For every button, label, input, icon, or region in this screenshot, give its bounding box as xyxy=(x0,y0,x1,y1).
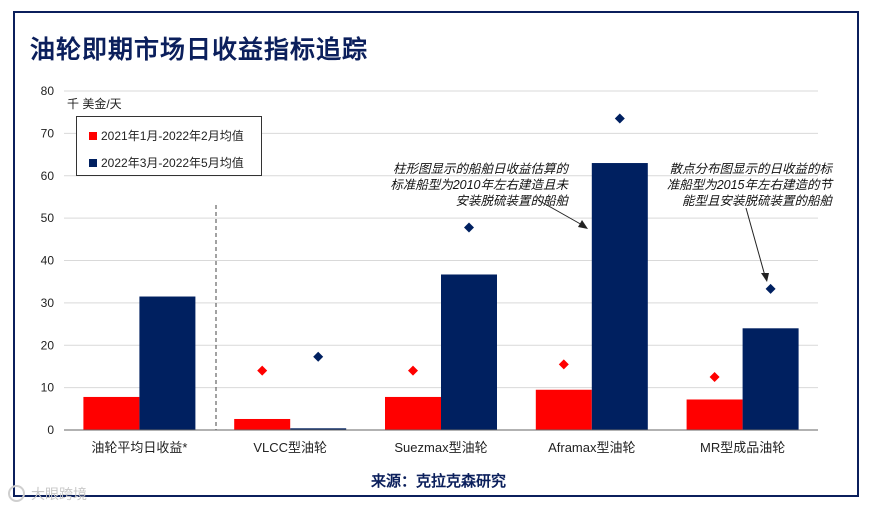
bar-2022-mar-may xyxy=(742,328,799,430)
annotation-arrowhead-2 xyxy=(761,273,769,282)
y-tick-label: 0 xyxy=(47,423,54,437)
scatter-point-navy xyxy=(614,113,625,124)
y-tick-label: 40 xyxy=(41,254,55,268)
annotation-line: 能型且安装脱硫装置的船舶 xyxy=(681,194,832,208)
bar-2022-mar-may xyxy=(591,163,648,430)
bar-2021-2022-feb xyxy=(535,389,592,430)
y-axis-label: 千 美金/天 xyxy=(67,97,122,111)
annotation-line: 安装脱硫装置的船舶 xyxy=(455,194,568,208)
legend-swatch-red xyxy=(89,132,97,140)
annotation-bar-note: 柱形图显示的船舶日收益估算的 标准船型为2010年左右建造且未 安装脱硫装置的船… xyxy=(378,161,568,209)
legend-item-series-1: 2021年1月-2022年2月均值 xyxy=(89,127,244,144)
bar-2021-2022-feb xyxy=(385,396,441,430)
scatter-point-red xyxy=(408,365,418,376)
page-title: 油轮即期市场日收益指标追踪 xyxy=(30,36,369,64)
scatter-point-navy xyxy=(765,283,776,294)
y-tick-label: 50 xyxy=(41,211,55,225)
y-tick-label: 30 xyxy=(41,296,55,310)
bar-2022-mar-may xyxy=(290,428,347,430)
y-tick-label: 60 xyxy=(41,169,55,183)
y-tick-label: 10 xyxy=(41,381,55,395)
annotation-line: 准船型为2015年左右建造的节 xyxy=(666,178,832,192)
legend-label: 2021年1月-2022年2月均值 xyxy=(101,129,244,143)
x-tick-label: VLCC型油轮 xyxy=(253,440,327,455)
bar-2021-2022-feb xyxy=(83,396,140,430)
scatter-point-navy xyxy=(464,222,474,233)
bar-2021-2022-feb xyxy=(234,418,291,430)
scatter-point-red xyxy=(709,372,720,383)
scatter-points xyxy=(257,113,776,383)
watermark: 大眼跨境 xyxy=(8,484,87,504)
y-tick-label: 70 xyxy=(41,126,55,140)
watermark-logo-icon xyxy=(8,485,25,502)
y-tick-labels: 0 10 20 30 40 50 60 70 80 xyxy=(41,84,55,437)
legend-item-series-2: 2022年3月-2022年5月均值 xyxy=(89,154,244,171)
x-tick-labels: 油轮平均日收益* VLCC型油轮 Suezmax型油轮 Aframax型油轮 MR型成品… xyxy=(91,440,785,455)
legend-swatch-navy xyxy=(89,159,97,167)
scatter-point-navy xyxy=(313,351,324,362)
annotation-line: 标准船型为2010年左右建造且未 xyxy=(390,178,568,192)
bar-2022-mar-may xyxy=(139,296,196,430)
bars xyxy=(83,163,799,430)
y-tick-label: 80 xyxy=(41,84,55,98)
legend-label: 2022年3月-2022年5月均值 xyxy=(101,156,244,170)
bar-2021-2022-feb xyxy=(686,399,743,430)
annotation-line: 柱形图显示的船舶日收益估算的 xyxy=(392,162,568,176)
x-tick-label: Suezmax型油轮 xyxy=(394,440,487,455)
annotation-arrow-2 xyxy=(745,207,766,277)
annotation-arrows xyxy=(537,199,769,282)
scatter-point-red xyxy=(257,365,268,376)
source-note: 来源：克拉克森研究 xyxy=(370,473,506,490)
annotation-arrowhead-1 xyxy=(578,220,588,229)
y-tick-label: 20 xyxy=(41,338,55,352)
annotation-scatter-note: 散点分布图显示的日收益的标 准船型为2015年左右建造的节 能型且安装脱硫装置的… xyxy=(652,161,832,209)
bar-2022-mar-may xyxy=(441,274,497,430)
legend: 2021年1月-2022年2月均值 2022年3月-2022年5月均值 xyxy=(76,116,262,176)
annotation-line: 散点分布图显示的日收益的标 xyxy=(669,162,832,176)
x-tick-label: MR型成品油轮 xyxy=(700,440,785,455)
watermark-text: 大眼跨境 xyxy=(31,486,87,502)
x-tick-label: 油轮平均日收益* xyxy=(91,440,187,455)
annotation-arrow-1 xyxy=(537,199,585,227)
scatter-point-red xyxy=(558,359,569,370)
x-tick-label: Aframax型油轮 xyxy=(548,440,635,455)
